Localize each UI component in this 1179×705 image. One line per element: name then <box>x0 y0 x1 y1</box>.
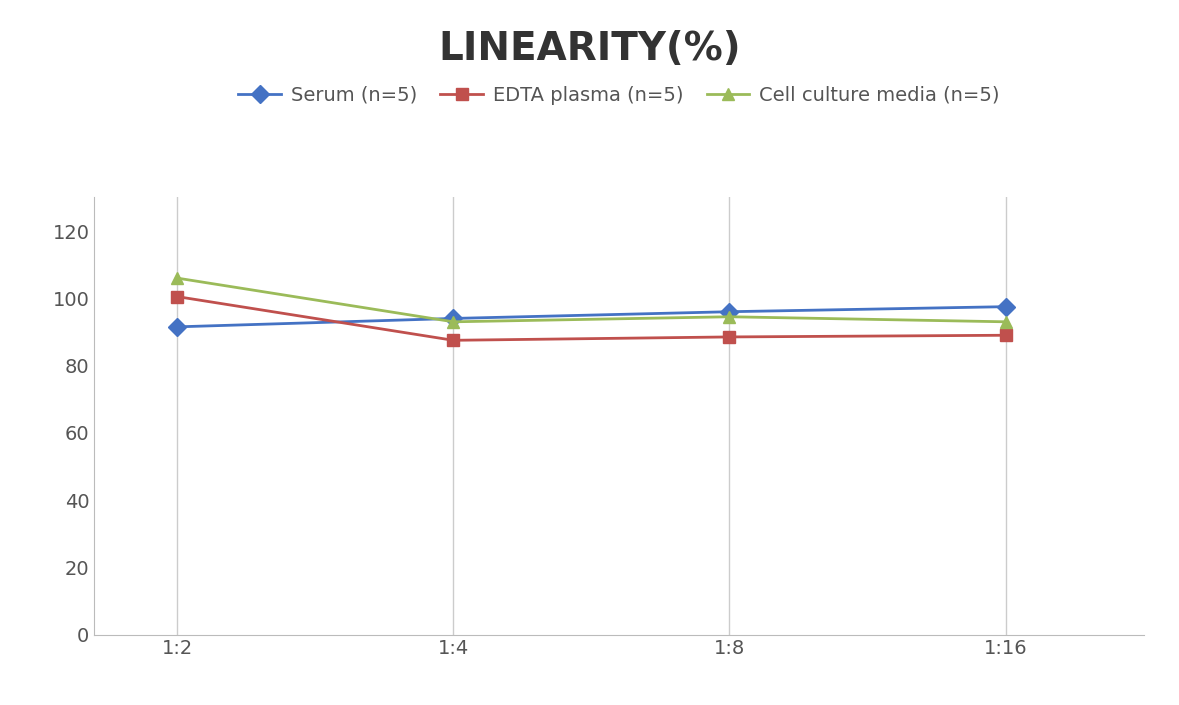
Line: EDTA plasma (n=5): EDTA plasma (n=5) <box>171 290 1012 347</box>
EDTA plasma (n=5) <box>723 333 737 341</box>
Serum (n=5) <box>170 323 184 331</box>
EDTA plasma (n=5) <box>999 331 1013 340</box>
Cell culture media (n=5) <box>446 317 460 326</box>
EDTA plasma (n=5) <box>170 293 184 301</box>
Serum (n=5) <box>446 314 460 323</box>
Line: Serum (n=5): Serum (n=5) <box>171 300 1012 333</box>
Legend: Serum (n=5), EDTA plasma (n=5), Cell culture media (n=5): Serum (n=5), EDTA plasma (n=5), Cell cul… <box>229 76 1009 114</box>
Text: LINEARITY(%): LINEARITY(%) <box>439 30 740 68</box>
Cell culture media (n=5) <box>999 317 1013 326</box>
Line: Cell culture media (n=5): Cell culture media (n=5) <box>171 272 1012 328</box>
EDTA plasma (n=5) <box>446 336 460 345</box>
Cell culture media (n=5) <box>723 312 737 321</box>
Serum (n=5) <box>723 307 737 316</box>
Cell culture media (n=5) <box>170 274 184 282</box>
Serum (n=5) <box>999 302 1013 311</box>
